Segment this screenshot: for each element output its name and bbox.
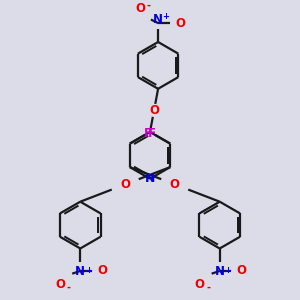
Text: O: O xyxy=(175,16,185,30)
Text: N: N xyxy=(75,265,85,278)
Text: O: O xyxy=(136,2,146,15)
Text: -: - xyxy=(206,283,210,293)
Text: O: O xyxy=(55,278,65,291)
Text: F: F xyxy=(144,127,152,140)
Text: O: O xyxy=(194,278,204,291)
Text: O: O xyxy=(149,104,159,117)
Text: O: O xyxy=(237,265,247,278)
Text: +: + xyxy=(163,12,170,21)
Text: O: O xyxy=(120,178,130,191)
Text: F: F xyxy=(148,127,156,140)
Text: N: N xyxy=(153,13,163,26)
Text: O: O xyxy=(170,178,180,191)
Text: -: - xyxy=(146,1,150,10)
Text: +: + xyxy=(85,266,92,274)
Text: -: - xyxy=(67,283,70,293)
Text: N: N xyxy=(215,265,225,278)
Text: +: + xyxy=(224,266,231,274)
Text: N: N xyxy=(145,172,155,185)
Text: O: O xyxy=(98,265,107,278)
